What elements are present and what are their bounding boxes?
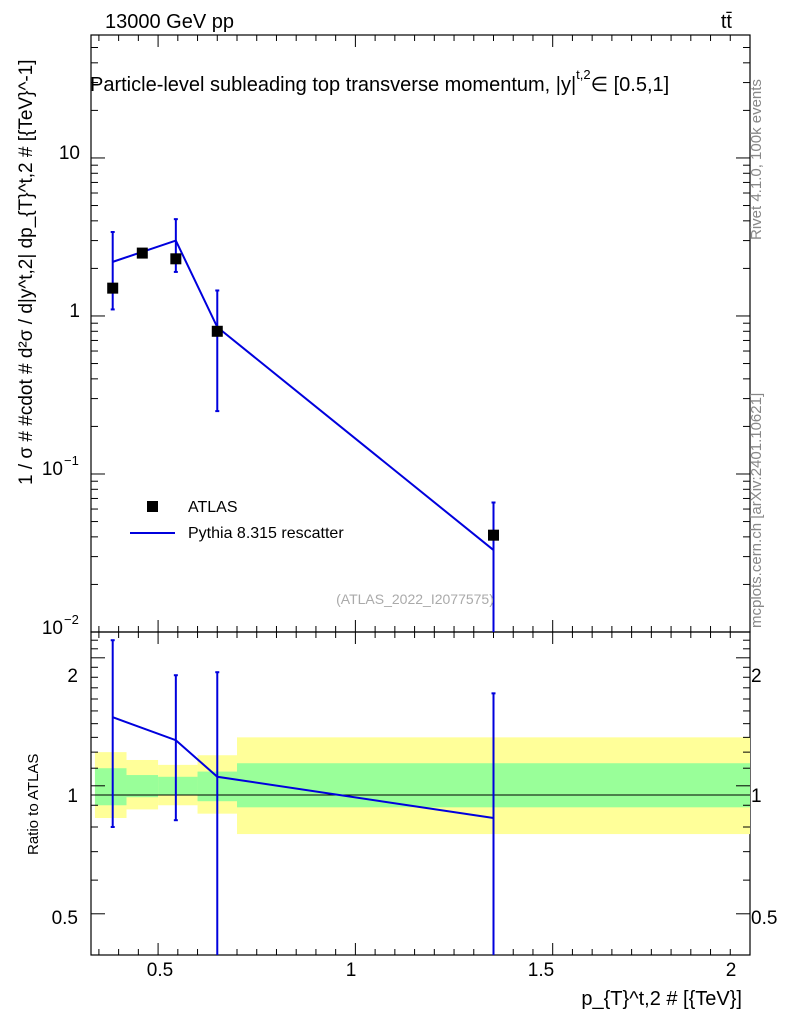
mc-line-ratio bbox=[112, 716, 494, 819]
axis-ticks bbox=[91, 34, 751, 956]
x-tick-label-2: 2 bbox=[726, 960, 737, 981]
ratio-tick-label-2-right: 2 bbox=[751, 666, 762, 687]
chart-marks bbox=[107, 218, 500, 955]
mcplots-label: mcplots.cern.ch [arXiv:2401.10621] bbox=[748, 393, 765, 628]
energy-label: 13000 GeV pp bbox=[105, 11, 234, 33]
y-tick-label-1: 1 bbox=[69, 301, 80, 322]
y-axis-label-ratio: Ratio to ATLAS bbox=[25, 754, 42, 855]
plot-title-range: ∈ [0.5,1] bbox=[591, 74, 670, 96]
legend-mc-label: Pythia 8.315 rescatter bbox=[188, 525, 344, 542]
y-tick-exp-0.1: −1 bbox=[64, 453, 79, 468]
data-point-1 bbox=[136, 247, 148, 259]
ratio-tick-label-0.5-right: 0.5 bbox=[751, 908, 777, 929]
ratio-tick-label-1: 1 bbox=[67, 786, 78, 807]
y-tick-label-0.01: 10 bbox=[42, 618, 63, 639]
legend-data-marker bbox=[147, 501, 158, 512]
rivet-version-label: Rivet 4.1.0, 100k events bbox=[748, 79, 765, 240]
ratio-tick-label-0.5: 0.5 bbox=[52, 908, 78, 929]
data-point-2 bbox=[170, 253, 182, 265]
x-tick-label-1: 1 bbox=[346, 960, 357, 981]
main-plot-frame bbox=[90, 34, 751, 633]
process-label: tt̄ bbox=[721, 11, 733, 33]
x-tick-label-0.5: 0.5 bbox=[147, 960, 173, 981]
plot-title-main: Particle-level subleading top transverse… bbox=[90, 74, 576, 96]
plot-title-sup: t,2 bbox=[576, 67, 590, 82]
y-tick-label-10: 10 bbox=[59, 143, 80, 164]
data-point-4 bbox=[488, 529, 500, 541]
y-tick-label-0.1: 10 bbox=[42, 459, 63, 480]
data-point-3 bbox=[211, 325, 223, 337]
band-inner-1 bbox=[126, 775, 159, 798]
x-axis-label: p_{T}^t,2 # [{TeV}] bbox=[581, 988, 742, 1010]
band-inner-0 bbox=[94, 768, 127, 806]
legend-data-label: ATLAS bbox=[188, 499, 238, 516]
plot-title: Particle-level subleading top transverse… bbox=[90, 67, 669, 96]
band-inner-2 bbox=[158, 776, 198, 796]
analysis-watermark: (ATLAS_2022_I2077575) bbox=[336, 591, 494, 607]
x-tick-label-1.5: 1.5 bbox=[528, 960, 554, 981]
ratio-tick-label-2: 2 bbox=[67, 666, 78, 687]
mc-line-main bbox=[112, 239, 495, 551]
y-tick-exp-0.01: −2 bbox=[64, 612, 79, 627]
data-point-0 bbox=[107, 282, 119, 294]
y-axis-label-main: 1 / σ # #cdot # d²σ / d|y^t,2| dp_{T}^t,… bbox=[16, 59, 37, 485]
ratio-tick-label-1-right: 1 bbox=[751, 786, 762, 807]
uncertainty-bands bbox=[94, 737, 750, 835]
